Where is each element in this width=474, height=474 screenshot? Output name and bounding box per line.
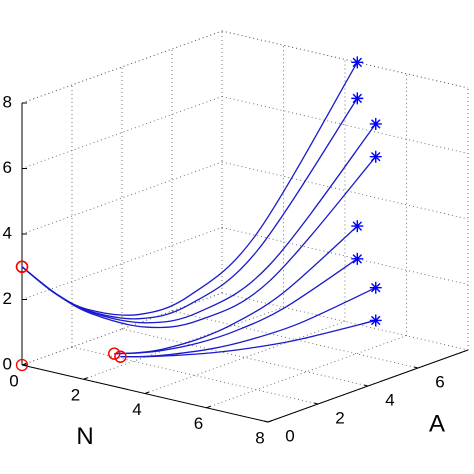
start-marker [108,347,121,360]
y-tick-label: 2 [335,408,344,427]
x-tick-label: 2 [71,386,80,405]
x-axis-title: N [76,423,93,450]
end-marker [369,150,382,163]
y-axis-title: A [429,410,445,437]
axes [21,102,469,423]
z-tick-label: 8 [3,92,12,111]
y-tick-label: 4 [385,390,394,409]
x-tick-label: 4 [132,400,141,419]
x-tick-label: 6 [194,414,203,433]
y-tick-label: 0 [285,426,294,445]
z-tick-label: 4 [3,223,12,242]
z-tick-label: 0 [3,354,12,373]
end-marker [351,92,364,105]
y-tick [413,366,419,369]
end-marker [369,314,382,327]
y-tick [363,384,369,387]
start-marker [15,260,29,273]
y-tick [263,420,269,423]
end-marker [351,56,364,69]
x-tick-label: 0 [9,371,18,390]
end-marker [351,220,364,233]
labels: 0 2 4 6 8 0 2 4 6 0 2 4 6 8 N A [3,92,445,449]
start-marker [15,358,29,372]
curve [120,319,376,358]
x-tick-label: 8 [255,428,264,447]
y-tick-label: 6 [435,372,444,391]
curve [114,258,358,355]
z-tick-label: 2 [3,289,12,308]
x-tick [267,420,273,423]
end-marker [369,281,382,294]
start-marker [114,350,127,363]
curve [21,156,377,329]
end-marker [351,252,364,265]
curves [21,62,377,358]
x-tick [206,405,211,409]
markers [15,56,382,372]
y-tick [313,402,319,405]
z-tick-label: 6 [3,158,12,177]
end-marker [369,117,382,130]
x-tick [83,377,88,380]
x-tick [144,391,150,394]
